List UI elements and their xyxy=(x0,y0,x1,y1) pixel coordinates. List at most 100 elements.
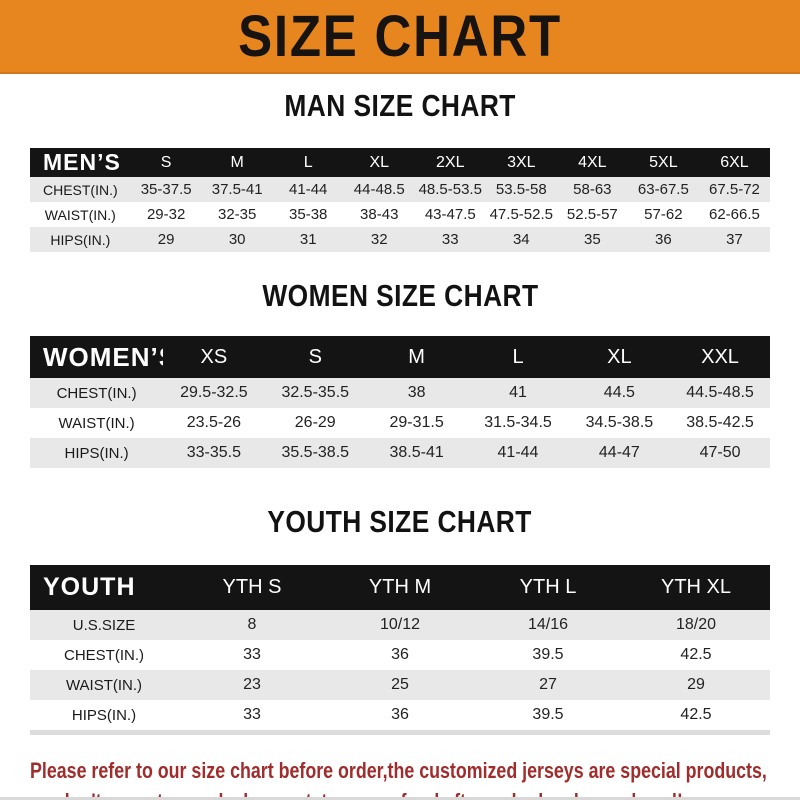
women-size-col: XL xyxy=(607,345,632,368)
men-size-col: XL xyxy=(369,153,390,171)
youth-ussize-value: 18/20 xyxy=(622,610,770,640)
women-waist-value: 29-31.5 xyxy=(365,408,468,438)
men-chest-value: 41-44 xyxy=(272,177,344,202)
youth-waist-value: 27 xyxy=(474,670,622,700)
men-waist-value: 35-38 xyxy=(272,202,344,227)
men-hips-value: 32 xyxy=(343,227,415,252)
youth-size-table: YOUTH YTH S YTH M YTH L YTH XL U.S.SIZE … xyxy=(30,565,770,730)
youth-ussize-value: 14/16 xyxy=(474,610,622,640)
men-size-col: L xyxy=(303,153,313,171)
men-waist-value: 47.5-52.5 xyxy=(485,202,557,227)
table-row: WAIST(IN.) 23.5-26 26-29 29-31.5 31.5-34… xyxy=(30,408,770,438)
youth-chest-value: 42.5 xyxy=(622,640,770,670)
youth-chest-value: 39.5 xyxy=(474,640,622,670)
disclaimer-line-1: Please refer to our size chart before or… xyxy=(30,758,767,783)
table-row: CHEST(IN.) 33 36 39.5 42.5 xyxy=(30,640,770,670)
men-waist-value: 32-35 xyxy=(201,202,273,227)
table-row: WAIST(IN.) 29-32 32-35 35-38 38-43 43-47… xyxy=(30,202,770,227)
man-section-heading: MAN SIZE CHART xyxy=(0,89,800,129)
women-chest-value: 38 xyxy=(365,378,468,408)
women-waist-value: 23.5-26 xyxy=(163,408,265,438)
women-chest-value: 44.5-48.5 xyxy=(670,378,770,408)
men-chest-value: 35-37.5 xyxy=(130,177,202,202)
women-hips-label: HIPS(IN.) xyxy=(30,438,164,468)
men-size-col: M xyxy=(230,153,244,171)
women-waist-value: 31.5-34.5 xyxy=(467,408,569,438)
men-hips-value: 36 xyxy=(627,227,699,252)
men-header-row: MEN’S S M L XL 2XL 3XL 4XL 5XL 6XL xyxy=(30,148,770,177)
men-hips-value: 29 xyxy=(130,227,202,252)
women-hips-value: 38.5-41 xyxy=(365,438,468,468)
women-header-row: WOMEN’S XS S M L XL XXL xyxy=(30,336,770,378)
youth-waist-value: 25 xyxy=(326,670,474,700)
women-table-label: WOMEN’S xyxy=(43,341,163,372)
men-size-col: 3XL xyxy=(507,153,536,171)
men-size-col: S xyxy=(160,153,172,171)
women-hips-value: 41-44 xyxy=(467,438,569,468)
disclaimer: Please refer to our size chart before or… xyxy=(30,755,800,797)
youth-hips-label: HIPS(IN.) xyxy=(30,700,178,730)
table-row: HIPS(IN.) 29 30 31 32 33 34 35 36 37 xyxy=(30,227,770,252)
men-waist-label: WAIST(IN.) xyxy=(30,202,131,227)
men-size-col: 2XL xyxy=(436,153,465,171)
youth-waist-label: WAIST(IN.) xyxy=(30,670,178,700)
men-table-label: MEN’S xyxy=(43,149,121,175)
women-size-col: L xyxy=(512,345,524,368)
youth-size-col: YTH L xyxy=(519,576,577,598)
youth-hips-value: 33 xyxy=(178,700,326,730)
banner: SIZE CHART xyxy=(0,0,800,74)
youth-ussize-value: 10/12 xyxy=(326,610,474,640)
table-row: WAIST(IN.) 23 25 27 29 xyxy=(30,670,770,700)
men-chest-value: 37.5-41 xyxy=(201,177,273,202)
women-section-heading: WOMEN SIZE CHART xyxy=(0,279,800,319)
women-size-col: S xyxy=(308,345,322,368)
men-waist-value: 43-47.5 xyxy=(414,202,486,227)
women-hips-value: 33-35.5 xyxy=(163,438,265,468)
men-waist-value: 38-43 xyxy=(343,202,415,227)
man-section-title: MAN SIZE CHART xyxy=(284,88,516,123)
youth-section-heading: YOUTH SIZE CHART xyxy=(0,505,800,545)
women-size-col: XS xyxy=(200,345,228,368)
youth-waist-value: 29 xyxy=(622,670,770,700)
men-hips-value: 33 xyxy=(414,227,486,252)
women-size-col: XXL xyxy=(701,345,739,368)
table-row: HIPS(IN.) 33-35.5 35.5-38.5 38.5-41 41-4… xyxy=(30,438,770,468)
men-size-table: MEN’S S M L XL 2XL 3XL 4XL 5XL 6XL CHEST… xyxy=(30,148,770,252)
men-hips-value: 31 xyxy=(272,227,344,252)
youth-chest-value: 33 xyxy=(178,640,326,670)
youth-size-col: YTH S xyxy=(222,576,282,598)
youth-size-col: YTH M xyxy=(368,576,432,598)
men-size-col: 5XL xyxy=(649,153,678,171)
youth-hips-value: 39.5 xyxy=(474,700,622,730)
men-waist-value: 52.5-57 xyxy=(556,202,628,227)
youth-table-label: YOUTH xyxy=(43,573,136,601)
youth-chest-value: 36 xyxy=(326,640,474,670)
youth-chest-label: CHEST(IN.) xyxy=(30,640,178,670)
youth-waist-value: 23 xyxy=(178,670,326,700)
men-waist-value: 29-32 xyxy=(130,202,202,227)
men-chest-label: CHEST(IN.) xyxy=(30,177,131,202)
men-size-col: 6XL xyxy=(720,153,749,171)
youth-hips-value: 42.5 xyxy=(622,700,770,730)
disclaimer-line-2: we don't accept cancel, change, teturn o… xyxy=(30,786,683,797)
women-hips-value: 47-50 xyxy=(670,438,770,468)
women-hips-value: 44-47 xyxy=(568,438,671,468)
men-chest-value: 53.5-58 xyxy=(485,177,557,202)
men-hips-value: 37 xyxy=(698,227,770,252)
women-chest-value: 29.5-32.5 xyxy=(163,378,265,408)
men-size-col: 4XL xyxy=(578,153,607,171)
youth-ussize-label: U.S.SIZE xyxy=(30,610,178,640)
men-chest-value: 48.5-53.5 xyxy=(414,177,486,202)
women-chest-value: 44.5 xyxy=(568,378,671,408)
youth-section-title: YOUTH SIZE CHART xyxy=(267,504,533,539)
men-waist-value: 62-66.5 xyxy=(698,202,770,227)
women-size-col: M xyxy=(408,345,425,368)
men-chest-value: 67.5-72 xyxy=(698,177,770,202)
women-hips-value: 35.5-38.5 xyxy=(264,438,366,468)
men-hips-value: 30 xyxy=(201,227,273,252)
table-row: CHEST(IN.) 29.5-32.5 32.5-35.5 38 41 44.… xyxy=(30,378,770,408)
page-title: SIZE CHART xyxy=(238,3,562,69)
men-hips-value: 35 xyxy=(556,227,628,252)
women-section-title: WOMEN SIZE CHART xyxy=(261,278,539,313)
women-waist-value: 34.5-38.5 xyxy=(568,408,671,438)
